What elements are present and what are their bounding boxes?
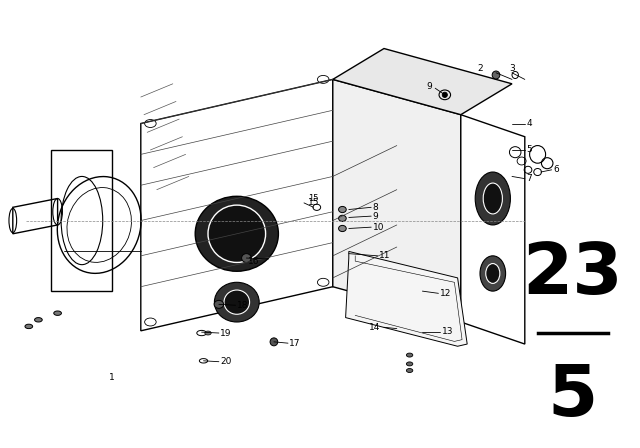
Text: 9: 9 — [372, 211, 378, 220]
Text: 20: 20 — [220, 357, 232, 366]
Text: 1: 1 — [109, 373, 115, 382]
Ellipse shape — [214, 301, 224, 308]
Text: 11: 11 — [379, 251, 390, 260]
Text: 23: 23 — [522, 240, 623, 309]
Ellipse shape — [339, 215, 346, 221]
Text: 18: 18 — [237, 301, 248, 310]
Polygon shape — [13, 198, 58, 234]
Ellipse shape — [205, 331, 211, 335]
Polygon shape — [333, 48, 512, 115]
Text: 15: 15 — [308, 198, 319, 207]
Polygon shape — [141, 79, 333, 331]
Ellipse shape — [214, 282, 259, 322]
Ellipse shape — [270, 338, 278, 346]
Ellipse shape — [54, 311, 61, 315]
Text: 9: 9 — [426, 82, 432, 91]
Ellipse shape — [475, 172, 511, 225]
Text: 2: 2 — [477, 64, 483, 73]
Text: 15: 15 — [308, 194, 319, 203]
Polygon shape — [461, 115, 525, 344]
Text: 19: 19 — [220, 328, 232, 337]
Ellipse shape — [35, 318, 42, 322]
Text: 8: 8 — [372, 203, 378, 212]
Text: 13: 13 — [442, 327, 453, 336]
Polygon shape — [346, 251, 467, 346]
Text: 16: 16 — [248, 257, 259, 266]
Text: 6: 6 — [554, 165, 559, 174]
Text: 3: 3 — [509, 64, 515, 73]
Ellipse shape — [224, 290, 250, 314]
Ellipse shape — [242, 254, 252, 263]
Ellipse shape — [208, 205, 266, 263]
Ellipse shape — [195, 196, 278, 271]
Text: 17: 17 — [289, 339, 301, 348]
Ellipse shape — [442, 92, 447, 98]
Polygon shape — [333, 79, 461, 322]
Ellipse shape — [480, 256, 506, 291]
Ellipse shape — [339, 225, 346, 232]
Ellipse shape — [339, 207, 346, 213]
Text: 4: 4 — [526, 119, 532, 128]
Text: 14: 14 — [369, 323, 381, 332]
Ellipse shape — [406, 353, 413, 357]
Ellipse shape — [492, 71, 500, 79]
Text: 7: 7 — [526, 174, 532, 183]
Ellipse shape — [406, 369, 413, 372]
Text: 12: 12 — [440, 289, 452, 298]
Text: 5: 5 — [526, 146, 532, 155]
Ellipse shape — [486, 263, 500, 284]
Text: 5: 5 — [548, 362, 598, 431]
Ellipse shape — [25, 324, 33, 329]
Text: 10: 10 — [372, 223, 384, 232]
Ellipse shape — [406, 362, 413, 366]
Ellipse shape — [483, 183, 502, 214]
